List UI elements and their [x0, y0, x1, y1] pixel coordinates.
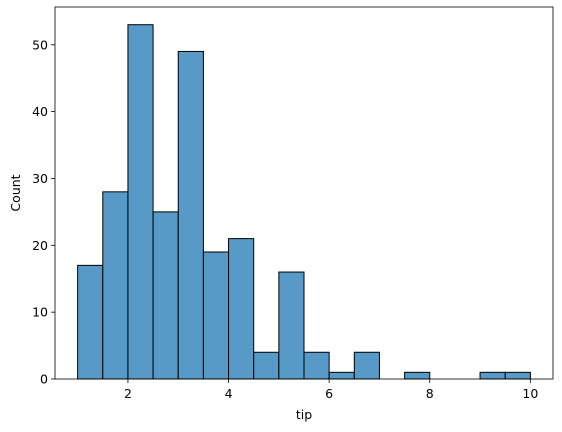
- x-tick-label: 8: [426, 386, 434, 401]
- y-tick-label: 20: [32, 238, 48, 253]
- x-tick-label: 4: [225, 386, 233, 401]
- y-axis-label: Count: [8, 174, 23, 211]
- x-ticks-group: 2 4 6 8 10: [124, 379, 538, 401]
- bars-group: [77, 24, 531, 380]
- histogram-bar: [77, 264, 104, 380]
- histogram-bar: [404, 371, 431, 380]
- histogram-bar: [228, 238, 255, 380]
- plot-frame: [54, 6, 554, 380]
- histogram-bar: [504, 371, 531, 380]
- histogram-bar: [177, 50, 204, 380]
- x-tick-label: 10: [522, 386, 538, 401]
- x-tick-label: 6: [325, 386, 333, 401]
- histogram-bar: [479, 371, 506, 380]
- histogram-bar: [278, 271, 305, 380]
- y-ticks-group: 0 10 20 30 40 50: [32, 37, 55, 387]
- y-tick-label: 30: [32, 171, 48, 186]
- y-tick-label: 50: [32, 37, 48, 52]
- histogram-bar: [353, 351, 380, 380]
- y-tick-label: 40: [32, 104, 48, 119]
- histogram-bar: [127, 24, 154, 380]
- y-tick-label: 10: [32, 305, 48, 320]
- histogram-bar: [102, 191, 129, 380]
- x-tick-label: 2: [124, 386, 132, 401]
- x-axis-label: tip: [296, 407, 312, 422]
- histogram-bar: [328, 371, 355, 380]
- histogram-bar: [253, 351, 280, 380]
- y-tick-label: 0: [40, 372, 48, 387]
- histogram-bar: [152, 211, 179, 380]
- histogram-bar: [303, 351, 330, 380]
- histogram-bar: [202, 251, 230, 380]
